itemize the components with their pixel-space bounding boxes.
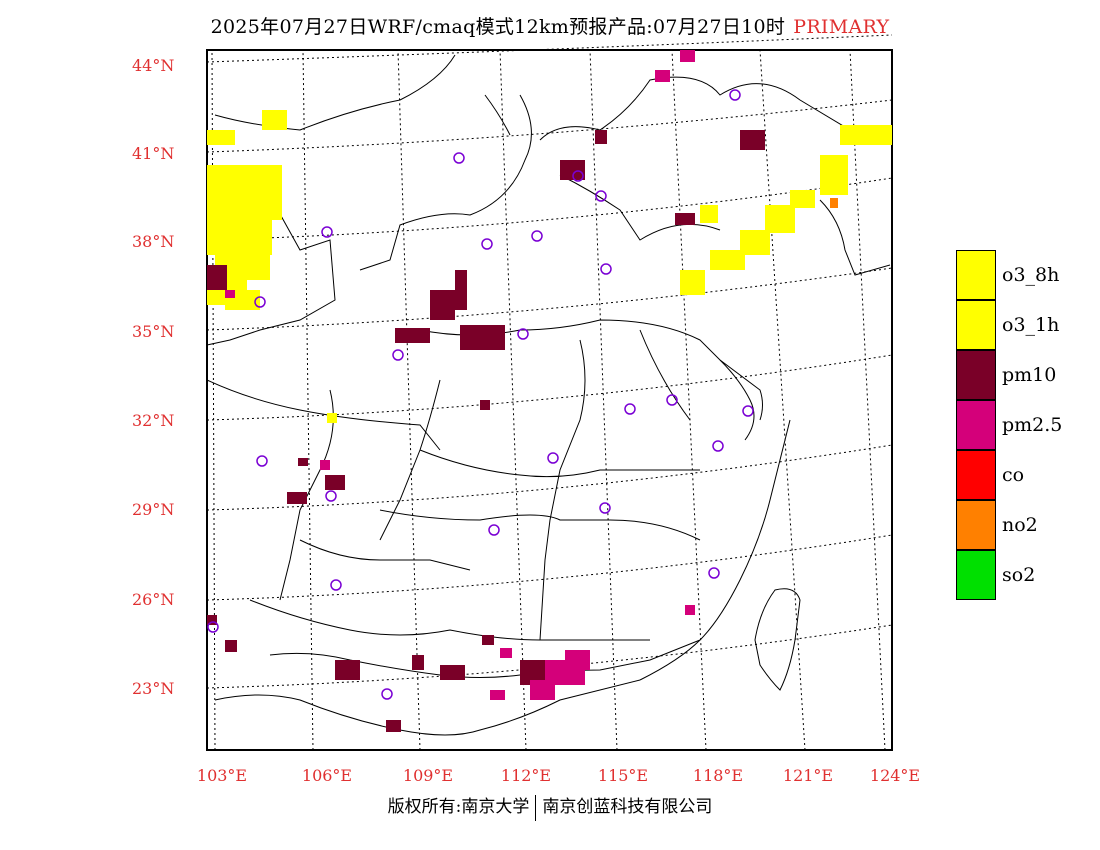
lon-label-124: 124°E (869, 766, 921, 785)
legend-swatch (956, 449, 996, 500)
legend-item-pm10: pm10 (956, 349, 1062, 400)
legend-swatch (956, 499, 996, 550)
lat-label-38: 38°N (132, 232, 175, 251)
legend-swatch (956, 549, 996, 600)
lon-label-106: 106°E (301, 766, 353, 785)
lat-label-29: 29°N (132, 500, 175, 519)
legend-label: no2 (1002, 514, 1038, 536)
station-markers (207, 89, 754, 700)
legend-item-pm25: pm2.5 (956, 399, 1063, 450)
lon-label-118: 118°E (692, 766, 744, 785)
lat-label-41: 41°N (132, 144, 175, 163)
legend-swatch (956, 399, 996, 450)
legend: o3_8h o3_1h pm10 pm2.5 co no2 so2 (956, 249, 1063, 600)
footer-divider (535, 794, 537, 821)
lon-label-112: 112°E (500, 766, 552, 785)
copyright-footer: 版权所有:南京大学 南京创蓝科技有限公司 (0, 792, 1100, 821)
legend-label: o3_8h (1002, 264, 1060, 286)
legend-item-o3-8h: o3_8h (956, 249, 1062, 300)
legend-item-so2: so2 (956, 549, 1062, 600)
legend-label: so2 (1002, 564, 1036, 586)
map-frame (206, 49, 893, 751)
map-title: 2025年07月27日WRF/cmaq模式12km预报产品:07月27日10时 P… (0, 12, 1100, 39)
legend-label: co (1002, 464, 1025, 486)
pm25-areas (225, 50, 695, 700)
lon-label-121: 121°E (782, 766, 834, 785)
lat-label-23: 23°N (132, 679, 175, 698)
legend-label: pm10 (1002, 364, 1057, 386)
title-text: 2025年07月27日WRF/cmaq模式12km预报产品:07月27日10时 (210, 16, 786, 38)
lon-label-115: 115°E (597, 766, 649, 785)
lat-label-35: 35°N (132, 322, 175, 341)
o3-areas (207, 110, 892, 423)
lon-label-103: 103°E (196, 766, 248, 785)
copyright-right: 南京创蓝科技有限公司 (542, 797, 713, 817)
legend-swatch (956, 299, 996, 350)
legend-label: o3_1h (1002, 314, 1060, 336)
no2-areas (830, 198, 838, 208)
copyright-left: 版权所有:南京大学 (387, 797, 530, 817)
lat-label-26: 26°N (132, 590, 175, 609)
legend-item-o3-1h: o3_1h (956, 299, 1062, 350)
graticule (206, 34, 893, 751)
legend-label: pm2.5 (1002, 414, 1063, 436)
legend-swatch (956, 349, 996, 400)
lon-label-109: 109°E (402, 766, 454, 785)
lat-label-44: 44°N (132, 56, 175, 75)
legend-item-no2: no2 (956, 499, 1062, 550)
pm10-areas (207, 130, 765, 732)
legend-swatch (956, 249, 996, 300)
lat-label-32: 32°N (132, 411, 175, 430)
title-primary-tag: PRIMARY (793, 16, 890, 38)
legend-item-co: co (956, 449, 1062, 500)
